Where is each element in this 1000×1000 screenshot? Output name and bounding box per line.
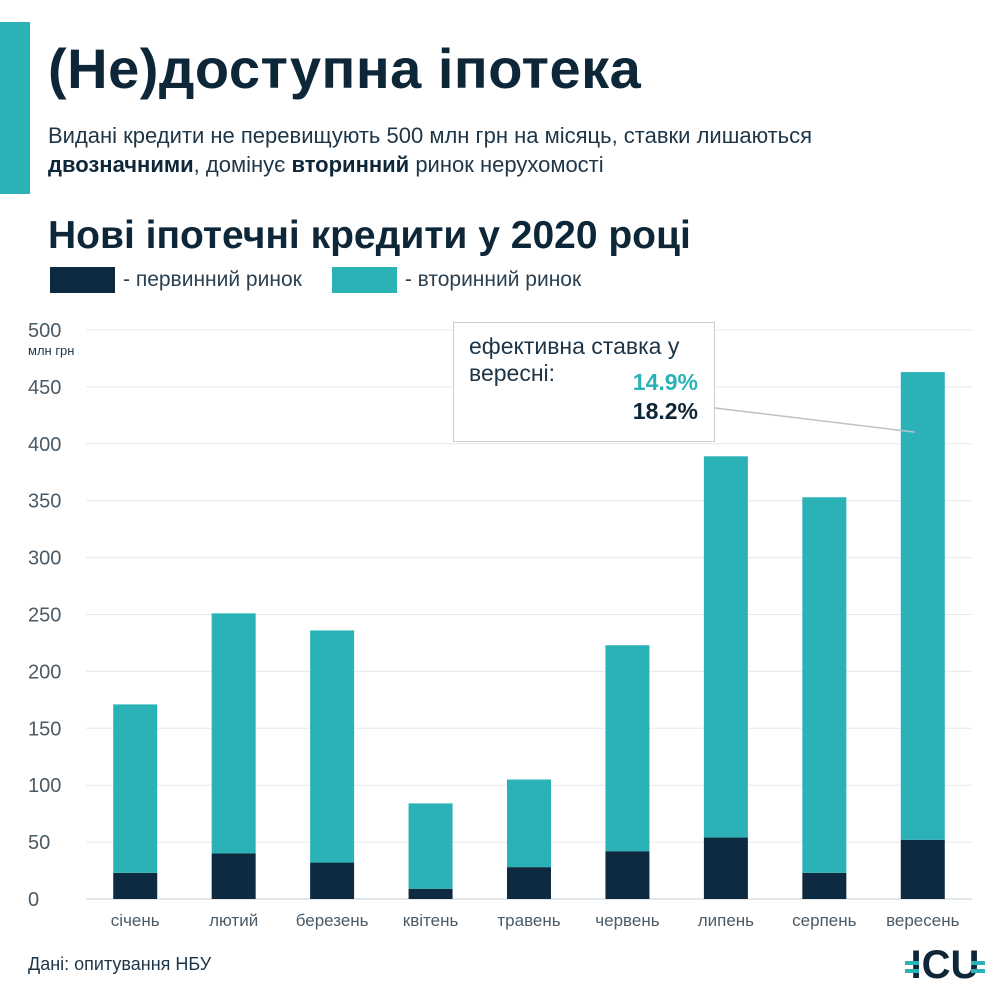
callout-rate-primary: 18.2% [632,398,698,424]
legend-label-secondary: - вторинний ринок [404,268,582,291]
y-tick-label: 400 [28,434,61,456]
bar-primary [703,837,748,899]
x-tick-label: червень [595,911,659,930]
y-tick-label: 350 [28,491,61,513]
bar-primary [605,851,650,899]
subtitle-part-1: 500 млн грн [386,123,508,148]
bar-secondary [310,630,355,863]
y-tick-label: 300 [28,548,61,570]
x-tick-label: вересень [886,911,960,930]
y-tick-label: 500 [28,320,61,342]
bar-primary [113,872,158,899]
subtitle-part-6: ринок нерухомості [409,152,604,177]
callout-leader-line [714,407,915,433]
bar-primary [408,888,453,899]
y-tick-label: 50 [28,832,50,854]
legend-item-primary: - первинний ринок [50,267,302,293]
bar-secondary [802,497,847,873]
y-tick-label: 150 [28,718,61,740]
legend-swatch-secondary [331,267,397,293]
subtitle-part-0: Видані кредити не перевищують [48,123,387,148]
y-tick-label: 0 [28,889,39,911]
y-tick-label: 200 [28,661,61,683]
legend-label-primary: - первинний ринок [123,268,302,291]
x-tick-label: травень [497,911,560,930]
subtitle-part-2: на місяць, ставки лишаються [507,123,813,148]
legend-swatch-primary [50,267,115,293]
bar-secondary [408,803,453,889]
callout-rate-secondary: 14.9% [632,369,698,395]
page-subtitle: Видані кредити не перевищують 500 млн гр… [48,121,948,179]
bar-secondary [605,645,650,852]
y-tick-label: 450 [28,377,61,399]
x-tick-label: березень [296,911,369,930]
bar-primary [802,872,847,899]
y-tick-label: 250 [28,605,61,627]
y-tick-label: 100 [28,775,61,797]
logo-text: ICU [911,944,980,986]
subtitle-part-4: , домінує [193,152,292,177]
x-tick-label: квітень [403,911,459,930]
source-note: Дані: опитування НБУ [28,954,212,974]
legend-item-secondary: - вторинний ринок [331,267,582,293]
y-axis-label: млн грн [28,343,74,358]
bar-primary [900,839,945,899]
callout-label: ефективна ставка у вересні: [469,333,680,386]
bar-secondary [507,779,551,868]
bar-secondary [900,372,945,840]
chart-title: Нові іпотечні кредити у 2020 році [48,214,691,257]
subtitle-part-3: двозначними [48,152,194,177]
bar-secondary [113,704,158,873]
x-tick-label: серпень [792,911,856,930]
bar-secondary [211,613,256,854]
icu-logo: ICU [905,944,985,986]
x-tick-label: липень [698,911,754,930]
bar-primary [507,867,551,899]
accent-bar [0,22,30,194]
subtitle-part-5: вторинний [291,152,410,177]
bar-secondary [703,456,748,838]
x-tick-label: лютий [209,911,258,930]
chart-legend: - первинний ринок - вторинний ринок [50,266,611,294]
rate-callout: ефективна ставка у вересні: 14.9% 18.2% [453,322,715,442]
bar-primary [310,862,355,899]
bar-primary [211,853,256,899]
x-tick-label: січень [111,911,160,930]
page-title: (Не)доступна іпотека [48,37,642,100]
